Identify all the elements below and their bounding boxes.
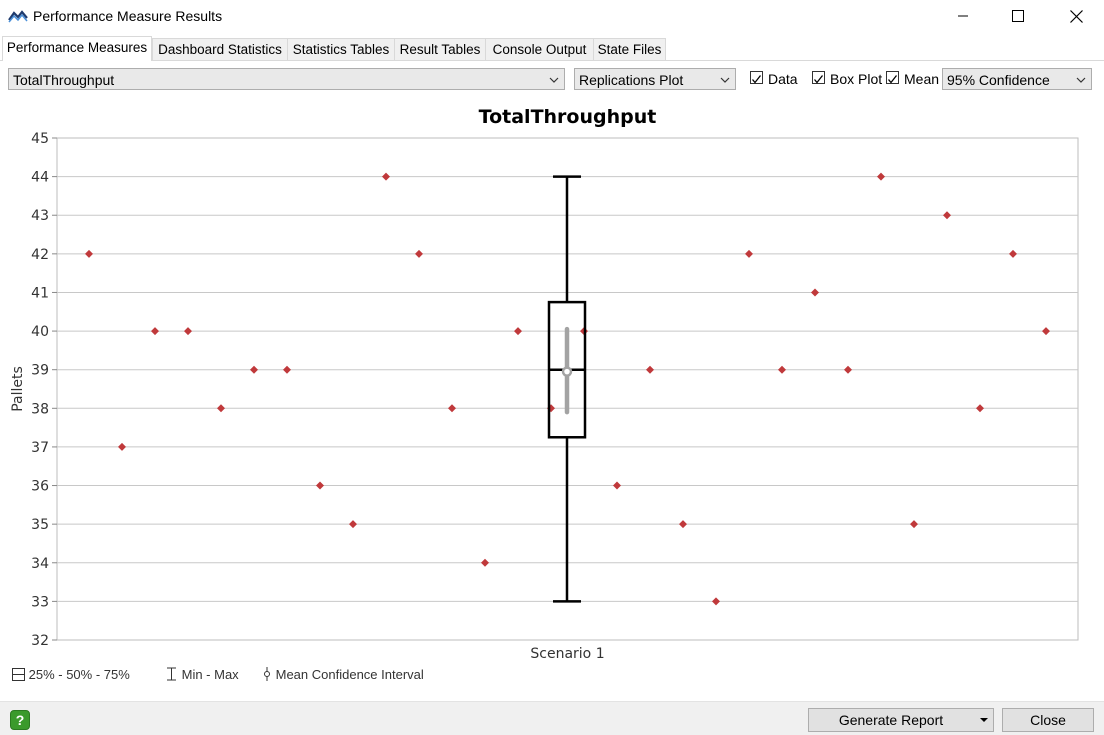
y-tick-label: 33 bbox=[31, 594, 49, 610]
y-tick-label: 37 bbox=[31, 440, 49, 456]
generate-report-button[interactable]: Generate Report bbox=[808, 708, 994, 732]
data-point bbox=[481, 558, 489, 567]
data-point bbox=[514, 327, 522, 336]
plot-type-select[interactable]: Replications Plot bbox=[574, 68, 736, 90]
data-point bbox=[448, 404, 456, 413]
data-point bbox=[811, 288, 819, 297]
window-title: Performance Measure Results bbox=[33, 8, 223, 24]
data-point bbox=[712, 597, 720, 606]
confidence-interval-legend-icon bbox=[264, 667, 270, 681]
maximize-button[interactable] bbox=[995, 0, 1041, 32]
maximize-icon bbox=[1012, 10, 1024, 22]
y-tick-label: 39 bbox=[31, 363, 49, 379]
close-icon bbox=[1069, 9, 1083, 23]
chevron-down-icon bbox=[1076, 77, 1086, 83]
tab-state-files[interactable]: State Files bbox=[593, 38, 666, 60]
y-tick-label: 44 bbox=[31, 170, 49, 186]
data-point bbox=[118, 442, 126, 451]
tab-dashboard-statistics[interactable]: Dashboard Statistics bbox=[152, 38, 288, 60]
data-point bbox=[910, 520, 918, 529]
y-tick-label: 43 bbox=[31, 208, 49, 224]
data-point bbox=[1042, 327, 1050, 336]
box-plot-checkbox[interactable] bbox=[812, 71, 825, 84]
dropdown-arrow-icon[interactable] bbox=[979, 709, 989, 731]
y-tick-label: 38 bbox=[31, 401, 49, 417]
box-legend-icon bbox=[12, 668, 25, 681]
bottom-bar: ? Generate Report Close bbox=[0, 701, 1104, 735]
app-logo-icon bbox=[8, 10, 28, 23]
data-point bbox=[250, 365, 258, 374]
tab-performance-measures[interactable]: Performance Measures bbox=[2, 36, 152, 61]
x-axis-label: Scenario 1 bbox=[530, 646, 604, 662]
data-point bbox=[1009, 249, 1017, 258]
data-point bbox=[151, 327, 159, 336]
tab-statistics-tables[interactable]: Statistics Tables bbox=[287, 38, 395, 60]
y-tick-label: 32 bbox=[31, 633, 49, 649]
chevron-down-icon bbox=[720, 77, 730, 83]
legend-box: 25% - 50% - 75% bbox=[12, 667, 130, 683]
y-tick-label: 34 bbox=[31, 556, 49, 572]
checkmark-icon bbox=[752, 75, 762, 84]
help-button[interactable]: ? bbox=[10, 710, 30, 730]
measure-select[interactable]: TotalThroughput bbox=[8, 68, 565, 90]
close-button[interactable]: Close bbox=[1002, 708, 1094, 732]
y-tick-label: 42 bbox=[31, 247, 49, 263]
tab-result-tables[interactable]: Result Tables bbox=[394, 38, 486, 60]
minimize-button[interactable] bbox=[940, 0, 986, 32]
whisker-legend-icon bbox=[167, 667, 176, 681]
data-point bbox=[613, 481, 621, 490]
y-tick-label: 41 bbox=[31, 285, 49, 301]
y-tick-label: 36 bbox=[31, 479, 49, 495]
confidence-select[interactable]: 95% Confidence bbox=[942, 68, 1092, 90]
whisker-legend-label: Min - Max bbox=[181, 667, 239, 682]
data-point bbox=[382, 172, 390, 181]
generate-report-label: Generate Report bbox=[838, 712, 944, 728]
box-legend-label: 25% - 50% - 75% bbox=[28, 667, 130, 682]
chart-title: TotalThroughput bbox=[479, 106, 657, 128]
legend-ci: Mean Confidence Interval bbox=[262, 667, 424, 683]
y-axis-label: Pallets bbox=[10, 366, 26, 412]
data-point bbox=[283, 365, 291, 374]
close-window-button[interactable] bbox=[1053, 0, 1099, 32]
data-point bbox=[877, 172, 885, 181]
y-tick-label: 45 bbox=[31, 131, 49, 147]
y-tick-label: 40 bbox=[31, 324, 49, 340]
data-point bbox=[646, 365, 654, 374]
data-point bbox=[349, 520, 357, 529]
replications-chart: TotalThroughput 32 33 34 35 36 37 38 39 40 41 42 43 4… bbox=[10, 106, 1079, 662]
data-point bbox=[679, 520, 687, 529]
box-plot-checkbox-label[interactable]: Box Plot bbox=[830, 71, 883, 87]
data-point bbox=[976, 404, 984, 413]
chevron-down-icon bbox=[549, 77, 559, 83]
legend-whisker: Min - Max bbox=[165, 667, 239, 683]
data-point bbox=[184, 327, 192, 336]
data-point bbox=[316, 481, 324, 490]
tab-strip: Performance Measures Dashboard Statistic… bbox=[0, 36, 1104, 61]
data-point bbox=[844, 365, 852, 374]
measure-select-value: TotalThroughput bbox=[13, 72, 115, 88]
data-checkbox[interactable] bbox=[750, 71, 763, 84]
plot-type-select-value: Replications Plot bbox=[579, 72, 684, 88]
minimize-icon bbox=[958, 15, 968, 17]
data-point bbox=[85, 249, 93, 258]
title-bar: Performance Measure Results bbox=[0, 0, 1104, 34]
confidence-select-value: 95% Confidence bbox=[947, 72, 1050, 88]
ci-legend-label: Mean Confidence Interval bbox=[275, 667, 424, 682]
data-point bbox=[778, 365, 786, 374]
mean-checkbox-label[interactable]: Mean bbox=[904, 71, 940, 87]
checkmark-icon bbox=[814, 75, 824, 84]
data-point bbox=[415, 249, 423, 258]
checkmark-icon bbox=[888, 75, 898, 84]
data-point bbox=[217, 404, 225, 413]
mean-checkbox[interactable] bbox=[886, 71, 899, 84]
data-point bbox=[745, 249, 753, 258]
y-tick-label: 35 bbox=[31, 517, 49, 533]
data-checkbox-label[interactable]: Data bbox=[768, 71, 798, 87]
tab-console-output[interactable]: Console Output bbox=[485, 38, 594, 60]
data-point bbox=[943, 211, 951, 220]
mean-marker bbox=[561, 366, 573, 377]
